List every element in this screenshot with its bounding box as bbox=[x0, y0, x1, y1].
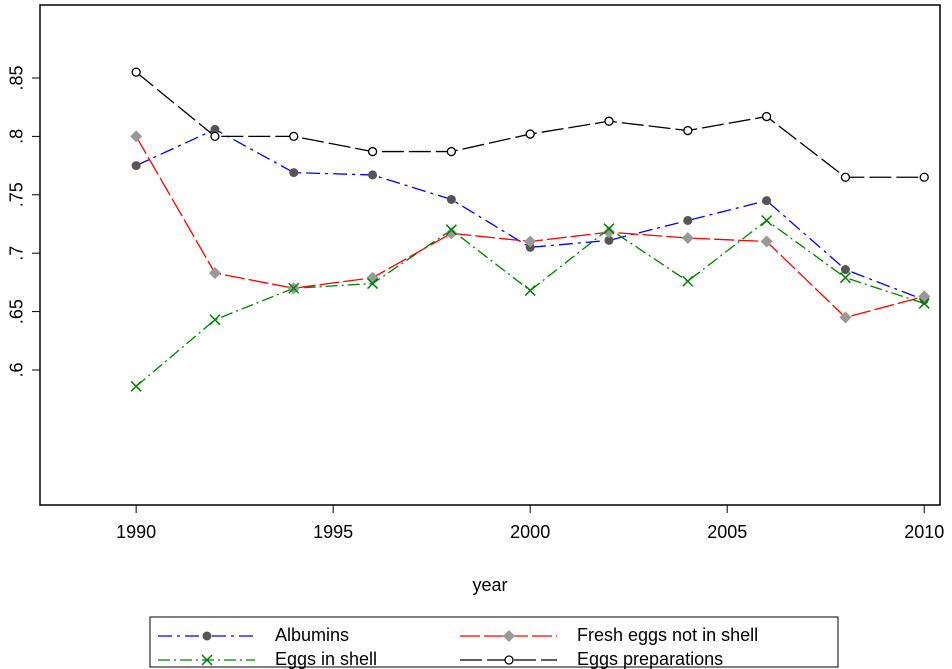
marker bbox=[762, 196, 772, 206]
y-tick-label: .65 bbox=[7, 299, 27, 324]
marker bbox=[131, 161, 141, 171]
marker bbox=[210, 124, 220, 134]
marker bbox=[603, 226, 616, 239]
y-tick-label: .8 bbox=[7, 129, 27, 144]
marker bbox=[289, 131, 299, 142]
marker bbox=[445, 227, 458, 240]
marker bbox=[918, 297, 930, 309]
marker bbox=[683, 125, 693, 136]
x-tick-label: 2010 bbox=[904, 522, 944, 542]
marker bbox=[839, 311, 852, 324]
marker bbox=[840, 172, 851, 182]
x-axis-label: year bbox=[472, 575, 507, 595]
marker bbox=[682, 275, 694, 287]
series-line bbox=[135, 128, 925, 301]
x-tick-label: 1995 bbox=[313, 522, 353, 542]
marker bbox=[445, 224, 457, 236]
legend-box bbox=[149, 616, 839, 668]
marker bbox=[761, 214, 773, 227]
plot-frame bbox=[39, 4, 941, 506]
marker bbox=[210, 131, 220, 142]
marker bbox=[681, 232, 694, 245]
marker bbox=[366, 271, 379, 284]
marker bbox=[683, 215, 693, 225]
x-tick-label: 1990 bbox=[116, 522, 156, 542]
legend-marker bbox=[503, 630, 515, 642]
marker bbox=[130, 130, 143, 143]
x-tick-label: 2000 bbox=[510, 522, 550, 542]
marker bbox=[919, 172, 929, 182]
y-tick-label: .75 bbox=[7, 182, 27, 207]
marker bbox=[524, 235, 537, 248]
marker bbox=[209, 314, 221, 326]
x-tick-label: 2005 bbox=[707, 522, 747, 542]
marker bbox=[603, 223, 615, 235]
marker bbox=[761, 111, 772, 122]
series-line bbox=[135, 219, 925, 387]
marker bbox=[840, 265, 850, 275]
marker bbox=[130, 380, 142, 392]
marker bbox=[368, 170, 378, 180]
marker bbox=[367, 278, 379, 290]
legend-label: Eggs in shell bbox=[275, 649, 377, 669]
legend-marker bbox=[202, 631, 212, 641]
marker bbox=[288, 282, 300, 294]
marker bbox=[446, 146, 457, 157]
marker bbox=[289, 168, 299, 178]
legend-label: Albumins bbox=[275, 625, 349, 645]
y-tick-label: .7 bbox=[7, 246, 27, 261]
marker bbox=[839, 272, 851, 284]
marker bbox=[760, 235, 773, 248]
marker bbox=[604, 235, 614, 245]
marker bbox=[208, 267, 221, 280]
marker bbox=[367, 146, 378, 157]
legend-marker bbox=[201, 654, 213, 666]
y-tick-label: .6 bbox=[7, 362, 27, 377]
legend-label: Fresh eggs not in shell bbox=[577, 625, 758, 645]
marker bbox=[525, 129, 535, 139]
marker bbox=[131, 67, 141, 77]
marker bbox=[524, 285, 536, 297]
y-tick-label: .85 bbox=[7, 65, 27, 90]
legend-label: Eggs preparations bbox=[577, 649, 723, 669]
series-line bbox=[135, 71, 925, 178]
legend-marker bbox=[504, 655, 514, 665]
marker bbox=[604, 116, 614, 126]
marker bbox=[446, 194, 456, 204]
